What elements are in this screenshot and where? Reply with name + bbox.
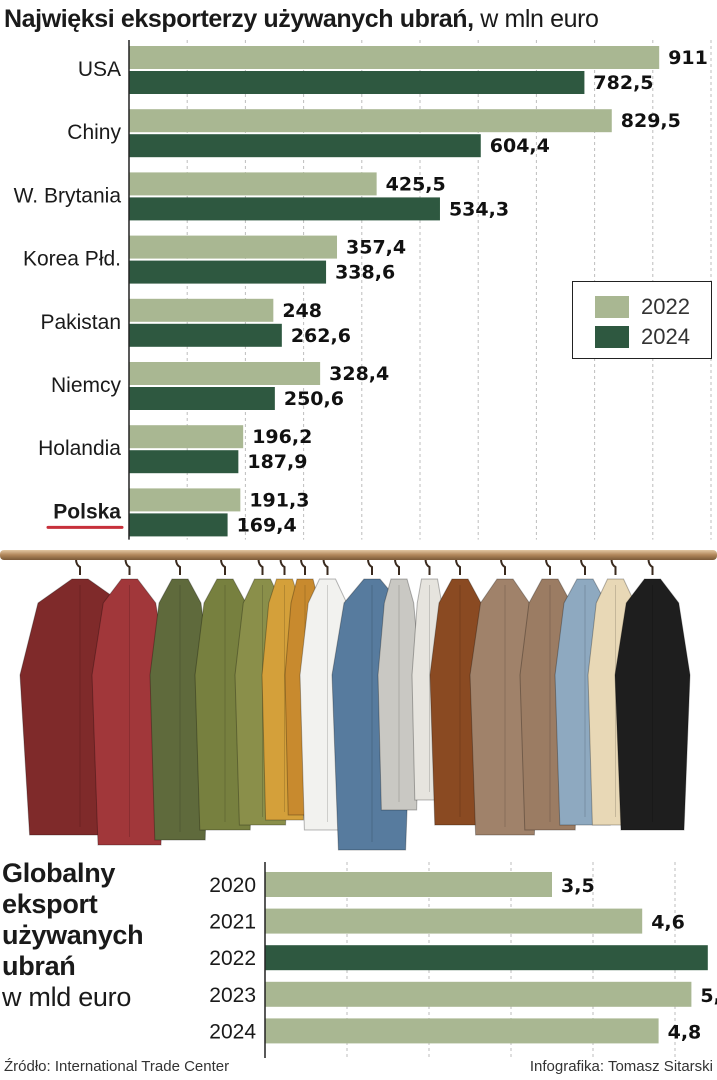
bar-2022 <box>129 172 377 196</box>
year-label: 2024 <box>209 1020 256 1043</box>
year-label: 2022 <box>209 947 256 970</box>
category-label: USA <box>78 58 121 81</box>
legend-swatch-2024 <box>595 326 629 348</box>
exporters-chart: USA 911 782,5 Chiny 829,5 604,4 W. Brytania 425… <box>14 40 712 540</box>
bar <box>265 872 552 897</box>
bar-2024 <box>129 513 228 537</box>
category-label: Niemcy <box>51 374 122 397</box>
global-title-unit: w mld euro <box>2 982 132 1012</box>
category-label: W. Brytania <box>14 184 122 207</box>
bar-2022 <box>129 235 338 259</box>
value-label: 534,3 <box>449 198 509 220</box>
bar-2022 <box>129 425 244 449</box>
bar-2024 <box>129 450 239 474</box>
title-main: Najwięksi eksporterzy używanych ubrań, <box>4 5 474 33</box>
year-label: 2023 <box>209 984 256 1007</box>
value-label: 4,6 <box>651 912 685 934</box>
bar <box>265 1018 659 1044</box>
bar-2024 <box>129 260 327 284</box>
bar <box>265 945 708 971</box>
value-label: 248 <box>282 300 322 322</box>
global-title-main: Globalny eksport używanych ubrań <box>2 858 144 981</box>
legend-label-2022: 2022 <box>641 294 690 319</box>
bar-2024 <box>129 197 440 221</box>
global-title: Globalny eksport używanych ubrań w mld e… <box>2 858 177 1013</box>
value-label: 829,5 <box>621 110 681 132</box>
value-label: 328,4 <box>329 363 389 385</box>
category-label: Korea Płd. <box>23 248 121 271</box>
value-label: 3,5 <box>561 875 595 897</box>
category-label: Polska <box>53 500 121 523</box>
bar <box>265 908 643 934</box>
value-label: 250,6 <box>284 388 344 410</box>
value-label: 4,8 <box>668 1021 702 1043</box>
value-label: 191,3 <box>249 489 309 511</box>
bar-2022 <box>129 46 660 69</box>
value-label: 262,6 <box>291 325 351 347</box>
bar-2022 <box>129 362 321 385</box>
source-note: Źródło: International Trade Center <box>4 1058 230 1075</box>
year-label: 2021 <box>209 911 256 934</box>
legend-label-2024: 2024 <box>641 324 690 349</box>
value-label: 169,4 <box>237 514 297 536</box>
bar-2024 <box>129 323 282 347</box>
year-label: 2020 <box>209 874 256 897</box>
category-label: Chiny <box>67 121 121 144</box>
bar-2024 <box>129 387 275 410</box>
category-label: Pakistan <box>40 311 121 334</box>
clothing-rack-illustration <box>0 550 717 851</box>
garments <box>19 552 691 851</box>
value-label: 338,6 <box>335 262 395 284</box>
value-label: 425,5 <box>386 173 446 195</box>
value-label: 911 <box>668 47 708 69</box>
bar-2022 <box>129 298 274 322</box>
title-unit: w mln euro <box>480 5 599 33</box>
bar-2024 <box>129 71 585 94</box>
value-label: 196,2 <box>252 426 312 448</box>
value-label: 5,2 <box>700 985 717 1007</box>
bar-2022 <box>129 109 612 133</box>
credit-note: Infografika: Tomasz Sitarski <box>529 1058 713 1075</box>
category-label: Holandia <box>38 437 121 460</box>
value-label: 782,5 <box>593 72 653 94</box>
bar <box>265 981 692 1007</box>
value-label: 187,9 <box>247 451 307 473</box>
legend-swatch-2022 <box>595 296 629 318</box>
legend: 2022 2024 <box>572 281 712 359</box>
bar-2024 <box>129 134 481 158</box>
value-label: 604,4 <box>490 135 550 157</box>
page-title: Najwięksi eksporterzy używanych ubrań, w… <box>4 0 599 40</box>
bar-2022 <box>129 488 241 512</box>
rail <box>0 550 717 560</box>
garment <box>614 578 691 831</box>
value-label: 357,4 <box>346 237 406 259</box>
